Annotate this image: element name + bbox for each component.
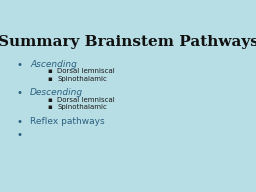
- Text: Spinothalamic: Spinothalamic: [57, 76, 107, 82]
- Text: Ascending: Ascending: [30, 60, 77, 69]
- Text: •: •: [17, 117, 23, 127]
- Text: ▪: ▪: [47, 69, 52, 74]
- Text: Reflex pathways: Reflex pathways: [30, 117, 105, 126]
- Text: Summary Brainstem Pathways: Summary Brainstem Pathways: [0, 35, 256, 49]
- Text: ▪: ▪: [47, 76, 52, 82]
- Text: •: •: [17, 60, 23, 70]
- Text: •: •: [17, 89, 23, 98]
- Text: ▪: ▪: [47, 104, 52, 110]
- Text: Descending: Descending: [30, 89, 83, 98]
- Text: •: •: [17, 130, 23, 140]
- Text: Dorsal lemniscal: Dorsal lemniscal: [57, 69, 115, 74]
- Text: ▪: ▪: [47, 97, 52, 103]
- Text: Dorsal lemniscal: Dorsal lemniscal: [57, 97, 115, 103]
- Text: Spinothalamic: Spinothalamic: [57, 104, 107, 110]
